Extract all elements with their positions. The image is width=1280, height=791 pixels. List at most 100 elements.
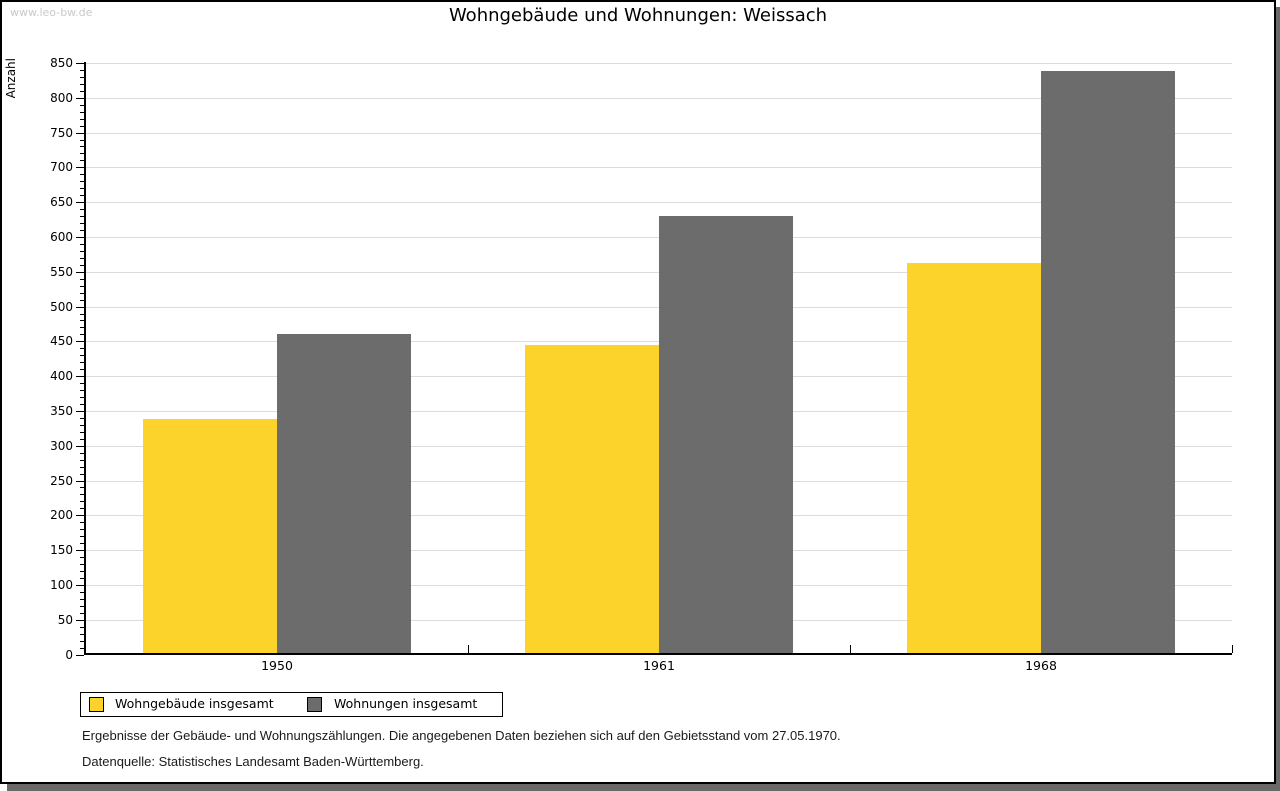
y-major-tick-100 [76, 585, 84, 586]
bar-wohngebaeude-1950 [143, 419, 277, 653]
y-minor-tick-640 [80, 209, 84, 210]
y-minor-tick-160 [80, 543, 84, 544]
y-major-tick-650 [76, 202, 84, 203]
x-axis-line [84, 653, 1232, 655]
x-boundary-tick-1 [468, 645, 469, 653]
y-minor-tick-770 [80, 119, 84, 120]
y-minor-tick-790 [80, 105, 84, 106]
y-minor-tick-720 [80, 153, 84, 154]
y-tick-label-650: 650 [50, 195, 73, 209]
x-category-label-1968: 1968 [1025, 658, 1057, 673]
y-minor-tick-20 [80, 641, 84, 642]
y-minor-tick-740 [80, 140, 84, 141]
legend-label-wohnungen: Wohnungen insgesamt [334, 696, 478, 711]
y-major-tick-600 [76, 237, 84, 238]
y-major-tick-400 [76, 376, 84, 377]
y-tick-label-800: 800 [50, 91, 73, 105]
y-minor-tick-280 [80, 460, 84, 461]
y-minor-tick-490 [80, 314, 84, 315]
y-minor-tick-10 [80, 648, 84, 649]
y-major-tick-150 [76, 550, 84, 551]
y-minor-tick-810 [80, 91, 84, 92]
y-minor-tick-290 [80, 453, 84, 454]
y-minor-tick-830 [80, 77, 84, 78]
y-major-tick-750 [76, 133, 84, 134]
y-minor-tick-90 [80, 592, 84, 593]
y-minor-tick-660 [80, 195, 84, 196]
y-major-tick-300 [76, 446, 84, 447]
y-minor-tick-40 [80, 627, 84, 628]
bar-wohngebaeude-1968 [907, 263, 1041, 653]
y-tick-label-750: 750 [50, 126, 73, 140]
y-minor-tick-230 [80, 494, 84, 495]
y-minor-tick-540 [80, 279, 84, 280]
y-minor-tick-680 [80, 181, 84, 182]
y-major-tick-0 [76, 655, 84, 656]
y-minor-tick-440 [80, 348, 84, 349]
y-tick-label-0: 0 [65, 648, 73, 662]
site-url-watermark: www.leo-bw.de [10, 6, 93, 19]
y-minor-tick-130 [80, 564, 84, 565]
y-minor-tick-570 [80, 258, 84, 259]
y-tick-label-550: 550 [50, 265, 73, 279]
footer-note-line2: Datenquelle: Statistisches Landesamt Bad… [82, 754, 424, 769]
x-boundary-tick-2 [850, 645, 851, 653]
legend: Wohngebäude insgesamt Wohnungen insgesam… [80, 692, 503, 717]
y-minor-tick-630 [80, 216, 84, 217]
y-major-tick-200 [76, 515, 84, 516]
y-minor-tick-420 [80, 362, 84, 363]
y-major-tick-550 [76, 272, 84, 273]
y-minor-tick-480 [80, 320, 84, 321]
y-minor-tick-580 [80, 251, 84, 252]
y-tick-label-150: 150 [50, 543, 73, 557]
bar-wohnungen-1968 [1041, 71, 1175, 653]
y-major-tick-700 [76, 167, 84, 168]
y-tick-label-400: 400 [50, 369, 73, 383]
y-minor-tick-760 [80, 126, 84, 127]
y-minor-tick-430 [80, 355, 84, 356]
y-minor-tick-780 [80, 112, 84, 113]
y-minor-tick-820 [80, 84, 84, 85]
y-major-tick-450 [76, 341, 84, 342]
y-major-tick-800 [76, 98, 84, 99]
y-minor-tick-380 [80, 390, 84, 391]
y-minor-tick-260 [80, 474, 84, 475]
y-tick-label-700: 700 [50, 160, 73, 174]
y-minor-tick-340 [80, 418, 84, 419]
bar-wohnungen-1950 [277, 334, 411, 653]
x-boundary-tick-3 [1232, 645, 1233, 653]
y-minor-tick-410 [80, 369, 84, 370]
y-minor-tick-30 [80, 634, 84, 635]
gridline-y-750 [86, 133, 1232, 134]
y-minor-tick-220 [80, 501, 84, 502]
chart-title: Wohngebäude und Wohnungen: Weissach [448, 5, 828, 26]
y-minor-tick-690 [80, 174, 84, 175]
y-minor-tick-190 [80, 522, 84, 523]
y-minor-tick-110 [80, 578, 84, 579]
y-major-tick-50 [76, 620, 84, 621]
bar-wohnungen-1961 [659, 216, 793, 653]
y-minor-tick-840 [80, 70, 84, 71]
y-minor-tick-320 [80, 432, 84, 433]
y-minor-tick-140 [80, 557, 84, 558]
y-minor-tick-80 [80, 599, 84, 600]
gridline-y-650 [86, 202, 1232, 203]
y-minor-tick-470 [80, 327, 84, 328]
y-minor-tick-120 [80, 571, 84, 572]
plot-area: 0 50 100 150 200 250 300 350 400 450 500 550 600 650 7… [2, 2, 1274, 782]
y-minor-tick-530 [80, 286, 84, 287]
y-minor-tick-730 [80, 146, 84, 147]
y-minor-tick-710 [80, 160, 84, 161]
y-minor-tick-70 [80, 606, 84, 607]
y-minor-tick-210 [80, 508, 84, 509]
y-minor-tick-560 [80, 265, 84, 266]
y-minor-tick-520 [80, 293, 84, 294]
y-minor-tick-240 [80, 487, 84, 488]
y-minor-tick-670 [80, 188, 84, 189]
window-shadow-bottom [7, 784, 1280, 791]
y-minor-tick-390 [80, 383, 84, 384]
y-minor-tick-180 [80, 529, 84, 530]
y-minor-tick-370 [80, 397, 84, 398]
y-minor-tick-170 [80, 536, 84, 537]
